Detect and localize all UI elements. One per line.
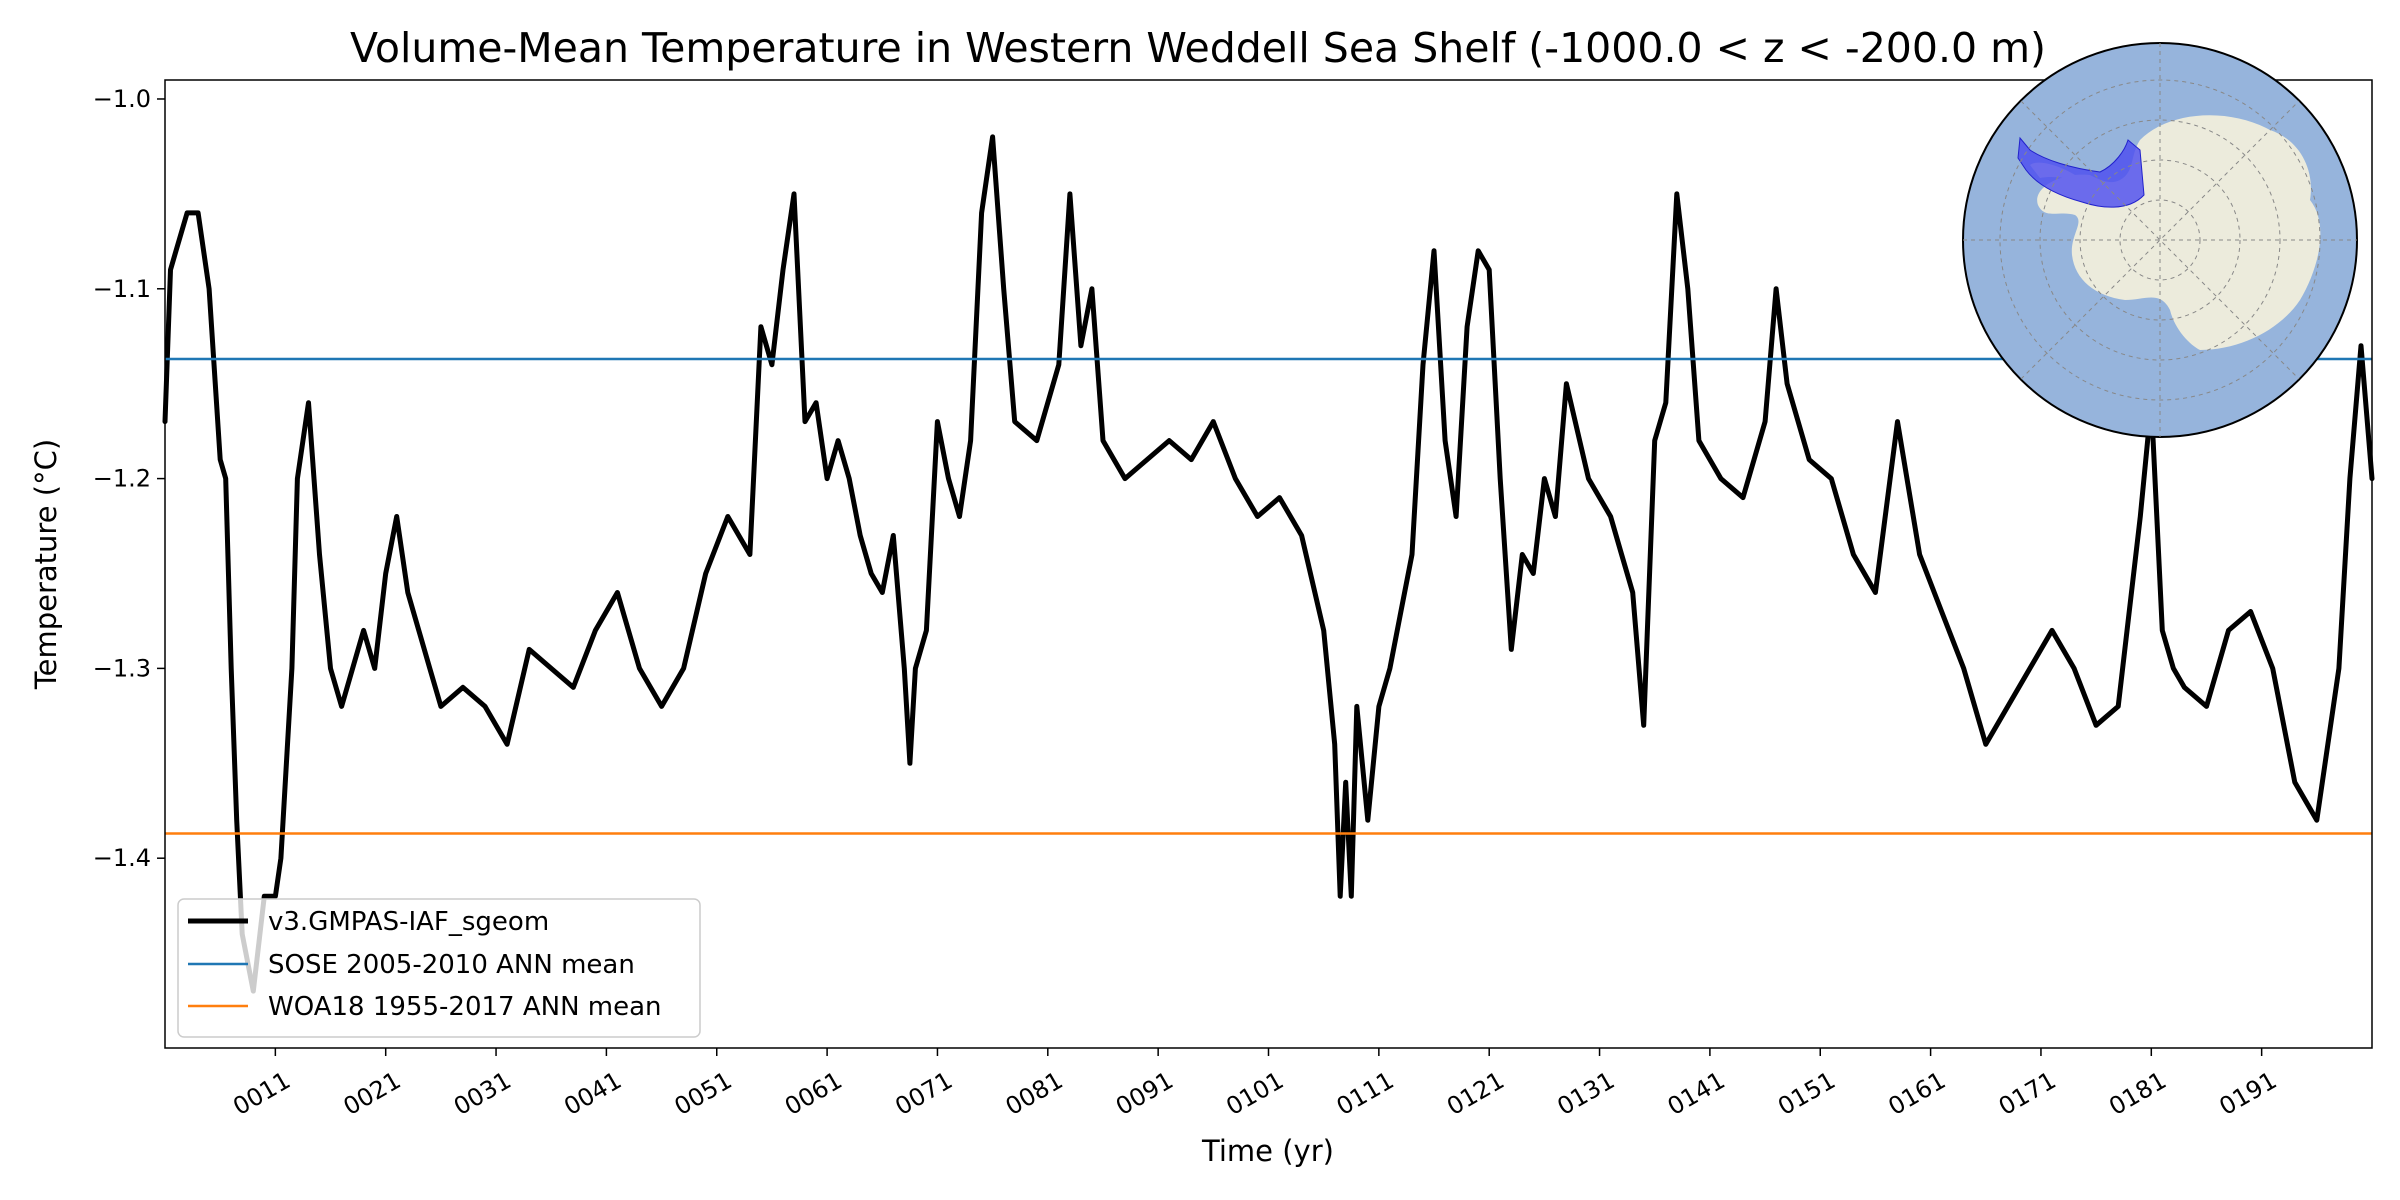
x-tick-label: 0141 bbox=[1663, 1066, 1730, 1121]
x-tick-label: 0031 bbox=[449, 1066, 516, 1121]
inset-map bbox=[1962, 42, 2358, 438]
y-axis: −1.4 −1.3 −1.2 −1.1 −1.0 bbox=[93, 85, 165, 872]
y-tick-label: −1.4 bbox=[93, 844, 151, 872]
series-line-model bbox=[162, 134, 2375, 994]
x-tick-label: 0151 bbox=[1773, 1066, 1840, 1121]
mean-lines-layer bbox=[165, 357, 2372, 835]
x-tick-label: 0161 bbox=[1884, 1066, 1951, 1121]
x-tick-label: 0101 bbox=[1221, 1066, 1288, 1121]
legend: v3.GMPAS-IAF_sgeom SOSE 2005-2010 ANN me… bbox=[177, 898, 701, 1038]
x-tick-label: 0041 bbox=[559, 1066, 626, 1121]
x-tick-label: 0191 bbox=[2215, 1066, 2282, 1121]
y-tick-label: −1.3 bbox=[93, 654, 151, 682]
legend-label-model: v3.GMPAS-IAF_sgeom bbox=[268, 907, 549, 937]
x-axis-label: Time (yr) bbox=[1201, 1134, 1334, 1168]
x-tick-label: 0111 bbox=[1332, 1066, 1399, 1121]
chart-title: Volume-Mean Temperature in Western Wedde… bbox=[350, 24, 2046, 72]
y-tick-label: −1.0 bbox=[93, 85, 151, 113]
legend-box bbox=[177, 898, 701, 1038]
inset-map-graticule bbox=[1963, 43, 2357, 437]
legend-label-sose: SOSE 2005-2010 ANN mean bbox=[268, 950, 635, 980]
x-tick-label: 0131 bbox=[1552, 1066, 1619, 1121]
series-layer bbox=[162, 134, 2375, 994]
x-tick-label: 0171 bbox=[1994, 1066, 2061, 1121]
inset-map-weddell-region bbox=[2017, 136, 2145, 208]
x-tick-label: 0021 bbox=[339, 1066, 406, 1121]
x-tick-label: 0071 bbox=[890, 1066, 957, 1121]
x-tick-label: 0181 bbox=[2104, 1066, 2171, 1121]
x-tick-label: 0081 bbox=[1001, 1066, 1068, 1121]
x-axis: 0011 0021 0031 0041 0051 0061 0071 0081 0091 0101… bbox=[228, 1048, 2281, 1121]
x-tick-label: 0051 bbox=[670, 1066, 737, 1121]
x-tick-label: 0061 bbox=[780, 1066, 847, 1121]
x-tick-label: 0121 bbox=[1442, 1066, 1509, 1121]
legend-label-woa: WOA18 1955-2017 ANN mean bbox=[268, 992, 662, 1022]
y-tick-label: −1.1 bbox=[93, 275, 151, 303]
y-tick-label: −1.2 bbox=[93, 465, 151, 493]
y-axis-label: Temperature (°C) bbox=[29, 439, 63, 690]
x-tick-label: 0011 bbox=[228, 1066, 295, 1121]
x-tick-label: 0091 bbox=[1111, 1066, 1178, 1121]
inset-map-antarctica-land bbox=[2037, 115, 2321, 350]
